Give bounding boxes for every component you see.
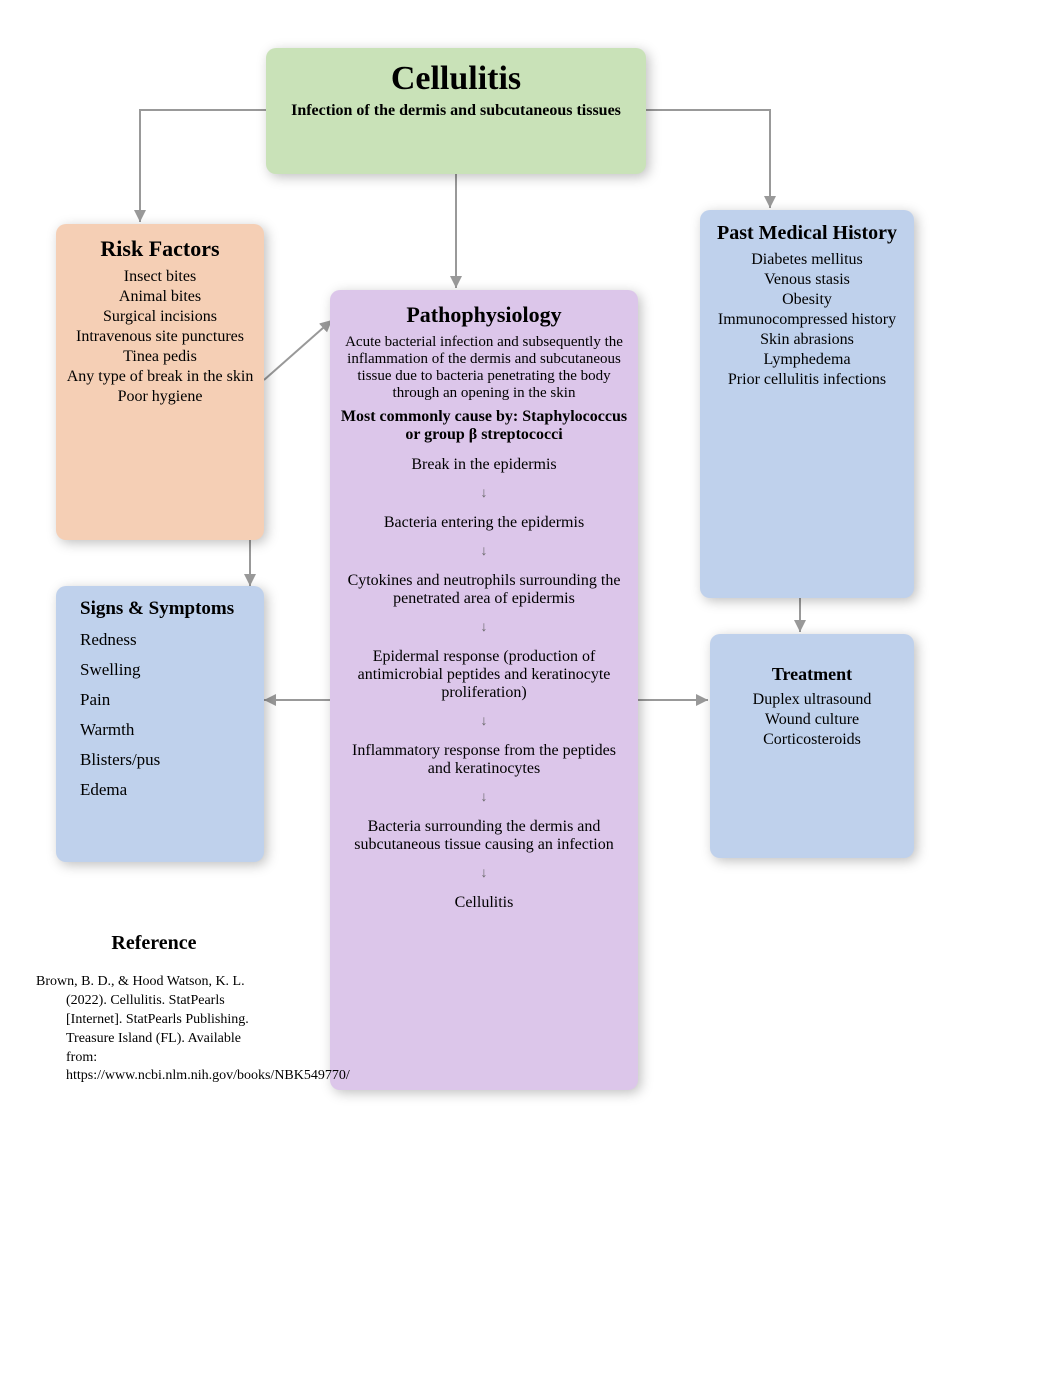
- list-item: Wound culture: [720, 711, 904, 729]
- list-item: Any type of break in the skin: [66, 368, 254, 386]
- list-item: Edema: [80, 780, 254, 800]
- patho-cause: Most commonly cause by: Staphylococcus o…: [340, 408, 628, 444]
- list-item: Pain: [80, 690, 254, 710]
- title-heading: Cellulitis: [276, 60, 636, 98]
- patho-step: Cytokines and neutrophils surrounding th…: [340, 572, 628, 608]
- down-arrow-icon: ↓: [340, 714, 628, 730]
- patho-intro: Acute bacterial infection and subsequent…: [340, 334, 628, 402]
- treatment-heading: Treatment: [720, 664, 904, 685]
- list-item: Intravenous site punctures: [66, 328, 254, 346]
- list-item: Obesity: [710, 291, 904, 309]
- list-item: Lymphedema: [710, 351, 904, 369]
- list-item: Poor hygiene: [66, 388, 254, 406]
- down-arrow-icon: ↓: [340, 544, 628, 560]
- history-box: Past Medical History Diabetes mellitus Ve…: [700, 210, 914, 598]
- patho-step: Inflammatory response from the peptides …: [340, 742, 628, 778]
- signs-heading: Signs & Symptoms: [80, 598, 254, 620]
- patho-step: Bacteria surrounding the dermis and subc…: [340, 818, 628, 854]
- patho-step: Epidermal response (production of antimi…: [340, 648, 628, 702]
- list-item: Skin abrasions: [710, 331, 904, 349]
- risk-heading: Risk Factors: [66, 236, 254, 262]
- patho-step: Cellulitis: [340, 894, 628, 912]
- list-item: Swelling: [80, 660, 254, 680]
- treatment-box: Treatment Duplex ultrasound Wound culture…: [710, 634, 914, 858]
- references-heading: Reference: [36, 932, 272, 955]
- references-box: Reference Brown, B. D., & Hood Watson, K…: [26, 920, 282, 1180]
- list-item: Immunocompressed history: [710, 311, 904, 329]
- title-box: Cellulitis Infection of the dermis and s…: [266, 48, 646, 174]
- list-item: Blisters/pus: [80, 750, 254, 770]
- title-subtitle: Infection of the dermis and subcutaneous…: [276, 102, 636, 120]
- signs-box: Signs & Symptoms Redness Swelling Pain Warm…: [56, 586, 264, 862]
- patho-step: Break in the epidermis: [340, 456, 628, 474]
- patho-heading: Pathophysiology: [340, 302, 628, 328]
- list-item: Warmth: [80, 720, 254, 740]
- list-item: Corticosteroids: [720, 731, 904, 749]
- list-item: Surgical incisions: [66, 308, 254, 326]
- down-arrow-icon: ↓: [340, 866, 628, 882]
- list-item: Duplex ultrasound: [720, 691, 904, 709]
- list-item: Prior cellulitis infections: [710, 371, 904, 389]
- list-item: Redness: [80, 630, 254, 650]
- list-item: Animal bites: [66, 288, 254, 306]
- patho-step: Bacteria entering the epidermis: [340, 514, 628, 532]
- down-arrow-icon: ↓: [340, 620, 628, 636]
- list-item: Insect bites: [66, 268, 254, 286]
- history-heading: Past Medical History: [710, 222, 904, 245]
- references-text: Brown, B. D., & Hood Watson, K. L. (2022…: [36, 973, 272, 1086]
- down-arrow-icon: ↓: [340, 486, 628, 502]
- list-item: Diabetes mellitus: [710, 251, 904, 269]
- list-item: Tinea pedis: [66, 348, 254, 366]
- risk-factors-box: Risk Factors Insect bites Animal bites Sur…: [56, 224, 264, 540]
- pathophysiology-box: Pathophysiology Acute bacterial infectio…: [330, 290, 638, 1090]
- down-arrow-icon: ↓: [340, 790, 628, 806]
- list-item: Venous stasis: [710, 271, 904, 289]
